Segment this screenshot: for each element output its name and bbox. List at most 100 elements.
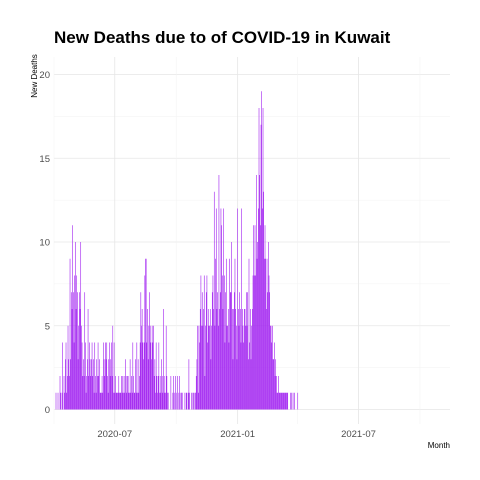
bar xyxy=(135,392,137,410)
bar xyxy=(207,309,209,410)
bar xyxy=(121,392,123,410)
bar xyxy=(238,309,239,410)
bar xyxy=(62,342,63,410)
bar xyxy=(274,342,275,410)
bar xyxy=(134,392,136,410)
bar xyxy=(85,342,86,410)
bar xyxy=(198,325,200,410)
bar xyxy=(191,392,192,410)
bar xyxy=(248,359,249,410)
bar xyxy=(92,376,94,410)
bar xyxy=(132,342,134,410)
bar xyxy=(228,342,230,410)
bar xyxy=(126,392,128,410)
bar xyxy=(273,359,274,410)
bar xyxy=(61,392,63,410)
bar xyxy=(229,258,230,410)
bar xyxy=(83,376,85,410)
y-tick-label: 15 xyxy=(39,154,50,165)
bar xyxy=(255,275,256,410)
bar xyxy=(59,376,61,410)
bar xyxy=(64,392,65,410)
bar xyxy=(193,392,194,410)
bar xyxy=(117,392,118,410)
bar xyxy=(85,392,87,410)
bar xyxy=(227,309,229,410)
bar xyxy=(239,292,240,410)
bar xyxy=(101,392,102,410)
bar xyxy=(204,376,206,410)
bar xyxy=(103,359,105,410)
bar xyxy=(215,258,216,410)
bar xyxy=(186,392,188,410)
bar xyxy=(262,108,264,410)
bar xyxy=(71,309,73,410)
bar xyxy=(89,359,91,410)
bar xyxy=(258,108,260,410)
bar xyxy=(213,191,215,410)
bar xyxy=(123,376,125,410)
bar xyxy=(141,309,143,410)
bar xyxy=(95,376,96,410)
bar xyxy=(210,359,212,410)
bar xyxy=(167,392,168,410)
bar xyxy=(235,309,236,410)
bar xyxy=(203,275,205,410)
bar xyxy=(201,325,202,410)
bar xyxy=(181,392,182,410)
bar xyxy=(151,359,152,410)
bar xyxy=(91,342,93,410)
bar xyxy=(236,359,238,410)
bar xyxy=(120,392,122,410)
bar xyxy=(105,342,106,410)
bar xyxy=(267,292,268,410)
bar xyxy=(252,275,254,410)
grid-lines xyxy=(53,57,450,424)
bar xyxy=(254,225,256,410)
bar xyxy=(187,392,189,410)
x-axis-ticks: 2020-07 2021-01 2021-07 xyxy=(97,429,376,440)
bar xyxy=(98,376,100,410)
bar xyxy=(111,342,112,410)
bar xyxy=(158,342,160,410)
bar xyxy=(151,325,153,410)
bar xyxy=(225,258,227,410)
bar xyxy=(250,309,251,410)
bar xyxy=(70,359,71,410)
bar xyxy=(81,325,82,410)
x-axis-title: Month xyxy=(428,441,450,450)
bar xyxy=(111,376,113,410)
bar xyxy=(104,376,106,410)
bar xyxy=(240,309,241,410)
bar xyxy=(178,392,180,410)
bar xyxy=(195,392,196,410)
bar xyxy=(55,392,57,410)
bar xyxy=(160,392,162,410)
bar xyxy=(214,325,216,410)
bar xyxy=(157,392,158,410)
bar xyxy=(258,208,259,410)
bar xyxy=(57,392,59,410)
bar xyxy=(272,359,274,410)
bar xyxy=(242,309,243,410)
bar xyxy=(249,342,250,410)
bar xyxy=(146,342,148,410)
bar xyxy=(77,359,79,410)
bar xyxy=(270,325,271,410)
bar xyxy=(145,258,146,410)
bar xyxy=(100,392,102,410)
bar xyxy=(207,342,208,410)
bar xyxy=(175,376,176,410)
bar xyxy=(233,309,234,410)
bar xyxy=(75,242,76,410)
bar xyxy=(89,342,90,410)
bar xyxy=(165,392,166,410)
bar xyxy=(157,376,159,410)
bar xyxy=(159,376,161,410)
bar xyxy=(128,392,130,410)
bar xyxy=(133,392,135,410)
bar xyxy=(110,359,112,410)
bar xyxy=(199,309,201,410)
bar xyxy=(105,359,107,410)
bar xyxy=(223,275,225,410)
